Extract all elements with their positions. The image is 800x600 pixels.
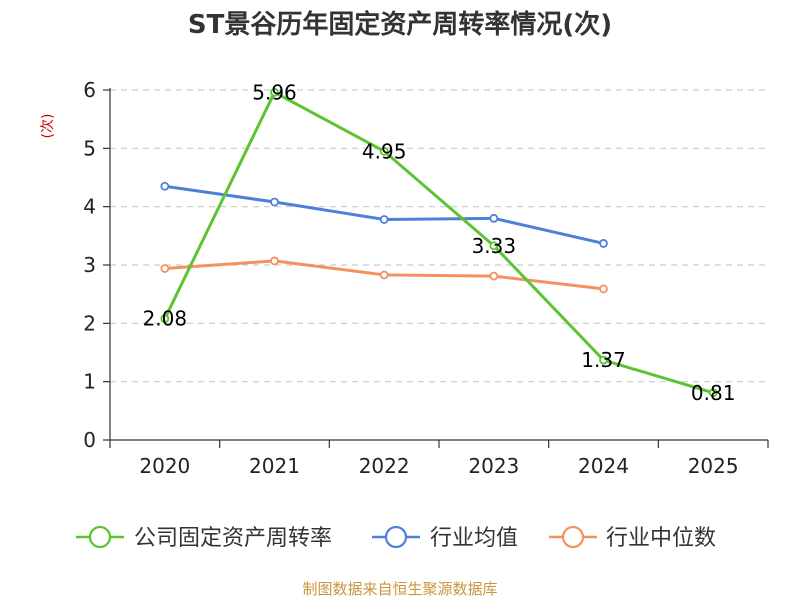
legend-label-0: 公司固定资产周转率 [134,526,332,551]
y-tick-label-1: 1 [83,370,96,394]
legend-label-2: 行业中位数 [606,526,716,551]
legend: 公司固定资产周转率 行业均值 行业中位数 [76,525,716,551]
data-point-s2-2022 [379,270,389,280]
data-point-s2-2020 [160,264,170,273]
x-tick-label-2024: 2024 [578,454,629,478]
data-point-s1-2020 [160,181,170,191]
y-tick-label-2: 2 [83,311,96,335]
y-tick-label-0: 0 [83,428,96,452]
series-points [160,87,718,398]
data-label-2025: 0.81 [691,381,736,405]
y-tick-label-5: 5 [83,136,96,160]
y-tick-label-3: 3 [83,253,96,277]
x-tick-label-2020: 2020 [139,454,190,478]
chart-title: ST景谷历年固定资产周转率情况(次) [188,9,612,40]
data-point-s2-2021 [270,256,279,266]
y-tick-label-4: 4 [83,195,96,219]
data-point-s1-2023 [489,213,499,223]
y-axis-label: (次) [40,114,56,139]
data-point-s0-2022 [379,146,389,156]
series-line-1 [164,184,604,245]
legend-label-1: 行业均值 [430,526,518,551]
series-lines [163,90,714,395]
series-line-0 [163,90,714,395]
data-label-2023: 3.33 [472,234,517,258]
legend-marker-2 [561,525,585,549]
data-label-2022: 4.95 [362,139,407,163]
data-point-s0-2021 [270,87,279,97]
data-label-2021: 5.96 [252,80,297,104]
data-point-s1-2022 [379,215,389,224]
data-label-2020: 2.08 [143,307,188,331]
x-tick-label-2023: 2023 [468,454,519,478]
data-point-s0-2020 [160,314,170,324]
data-point-s0-2023 [489,241,499,251]
grid-lines [110,89,768,383]
data-point-s0-2025 [708,388,718,398]
axes: 0 1 2 3 4 5 6 2020 2021 2022 2023 2024 2025 [83,78,769,478]
data-label-2024: 1.37 [581,348,626,372]
data-labels: 2.08 5.96 4.95 3.33 1.37 0.81 [143,80,736,404]
legend-marker-1 [384,525,408,549]
data-point-s0-2024 [599,355,608,365]
x-tick-label-2021: 2021 [249,454,300,478]
data-point-s1-2024 [599,239,608,248]
data-point-s2-2023 [489,271,499,281]
legend-marker-0 [88,525,112,549]
data-point-s2-2024 [599,284,608,294]
source-note: 制图数据来自恒生聚源数据库 [302,580,497,598]
x-tick-label-2022: 2022 [359,454,410,478]
x-tick-label-2025: 2025 [688,454,739,478]
y-tick-label-6: 6 [83,78,96,102]
data-point-s1-2021 [270,197,279,207]
